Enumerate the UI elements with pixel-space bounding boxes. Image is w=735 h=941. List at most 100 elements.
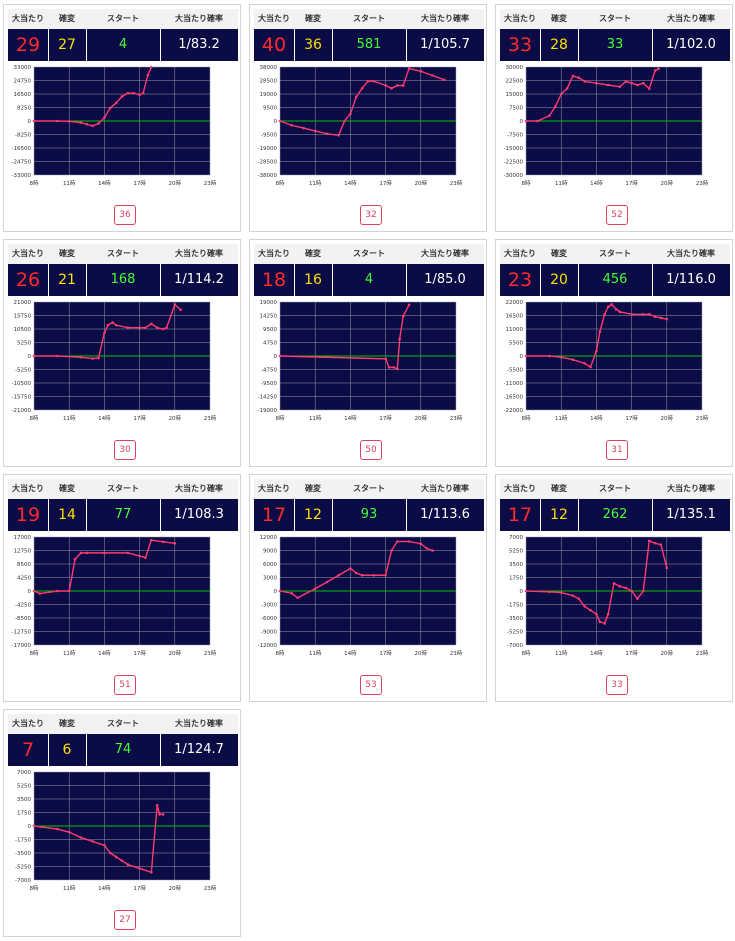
machine-card: 大当たり 確変 スタート 大当たり確率 17 12 93 1/113.6 12000 9000 60… xyxy=(249,474,487,702)
column-divider xyxy=(160,499,161,531)
y-tick-label: 7000 xyxy=(17,770,31,776)
y-tick-label: -9500 xyxy=(261,133,277,139)
y-tick-label: 19000 xyxy=(260,92,278,98)
column-divider xyxy=(540,264,541,296)
value-prob: 1/135.1 xyxy=(666,507,716,522)
data-point xyxy=(144,326,147,330)
data-point xyxy=(630,589,633,593)
data-point xyxy=(290,591,294,595)
column-divider xyxy=(294,264,295,296)
value-start: 93 xyxy=(360,507,378,522)
header-label-start: スタート xyxy=(107,249,139,258)
data-point xyxy=(571,358,575,361)
stats-header: 大当たり 確変 スタート 大当たり確率 xyxy=(8,479,238,500)
x-tick-label: 14時 xyxy=(98,179,111,187)
machine-number-link[interactable]: 27 xyxy=(114,910,136,930)
machine-number-link[interactable]: 32 xyxy=(360,205,382,225)
machine-number-link[interactable]: 53 xyxy=(360,675,382,695)
header-label-start: スタート xyxy=(107,14,139,23)
column-divider xyxy=(540,499,541,531)
machine-card: 大当たり 確変 スタート 大当たり確率 17 12 262 1/135.1 7000 5250 35… xyxy=(495,474,733,702)
data-point xyxy=(138,93,141,97)
machine-number-link[interactable]: 50 xyxy=(360,440,382,460)
y-tick-label: -7500 xyxy=(507,133,523,139)
x-tick-label: 14時 xyxy=(344,179,357,187)
value-prob: 1/124.7 xyxy=(174,742,224,757)
y-tick-label: -5250 xyxy=(15,865,31,871)
data-point xyxy=(554,105,557,108)
data-point xyxy=(106,323,110,327)
machine-number-link[interactable]: 33 xyxy=(606,675,628,695)
y-tick-label: 21000 xyxy=(14,300,32,306)
value-big-hits: 33 xyxy=(507,34,533,56)
data-point xyxy=(548,354,551,358)
data-point xyxy=(431,549,434,552)
data-point xyxy=(559,355,563,359)
data-point xyxy=(360,87,364,90)
value-start: 262 xyxy=(602,507,628,522)
y-tick-label: -38000 xyxy=(258,173,278,179)
data-point xyxy=(577,597,581,601)
data-point xyxy=(524,354,528,358)
data-point xyxy=(290,123,294,127)
data-point xyxy=(141,91,145,95)
header-label-big: 大当たり xyxy=(504,249,536,258)
data-point xyxy=(158,813,161,816)
data-point xyxy=(407,303,411,307)
value-kakuhen: 27 xyxy=(58,37,76,53)
data-point xyxy=(618,85,622,89)
value-prob: 1/102.0 xyxy=(666,37,716,52)
machine-number-link[interactable]: 52 xyxy=(606,205,628,225)
stats-header: 大当たり 確変 スタート 大当たり確率 xyxy=(254,479,484,500)
data-point xyxy=(67,120,71,123)
data-point xyxy=(642,312,645,316)
x-tick-label: 8時 xyxy=(30,179,39,187)
data-point xyxy=(56,354,59,358)
x-tick-label: 23時 xyxy=(450,649,463,657)
value-kakuhen: 6 xyxy=(62,742,72,758)
series-line xyxy=(279,67,445,136)
stats-values: 18 16 4 1/85.0 xyxy=(254,264,484,296)
value-big-hits: 7 xyxy=(21,739,35,761)
y-tick-label: 28500 xyxy=(260,79,278,85)
data-point xyxy=(91,840,94,843)
data-point xyxy=(155,326,159,330)
machine-number-link[interactable]: 30 xyxy=(114,440,136,460)
data-point xyxy=(595,81,598,85)
stats-values: 19 14 77 1/108.3 xyxy=(8,499,238,531)
column-divider xyxy=(578,29,579,61)
column-divider xyxy=(332,29,333,61)
x-tick-label: 20時 xyxy=(415,649,428,657)
header-label-kakuhen: 確変 xyxy=(305,249,321,258)
data-point xyxy=(396,540,399,543)
data-point xyxy=(85,551,89,555)
header-label-big: 大当たり xyxy=(504,484,536,493)
data-point xyxy=(56,827,59,831)
value-prob: 1/105.7 xyxy=(420,37,470,52)
x-tick-label: 17時 xyxy=(133,179,146,187)
y-tick-label: 10500 xyxy=(14,327,32,333)
y-tick-label: 7000 xyxy=(509,535,523,541)
data-point xyxy=(431,74,434,77)
x-tick-label: 20時 xyxy=(661,649,674,657)
machine-number-link[interactable]: 36 xyxy=(114,205,136,225)
data-point xyxy=(126,863,130,866)
column-divider xyxy=(578,499,579,531)
machine-number-link[interactable]: 51 xyxy=(114,675,136,695)
data-point xyxy=(150,538,153,542)
column-divider xyxy=(86,264,87,296)
data-point xyxy=(372,573,376,577)
machine-card: 大当たり 確変 スタート 大当たり確率 23 20 456 1/116.0 22000 16500… xyxy=(495,239,733,467)
data-point xyxy=(56,119,59,123)
machine-number-link[interactable]: 31 xyxy=(606,440,628,460)
data-point xyxy=(85,122,89,126)
value-start: 77 xyxy=(114,507,132,522)
x-tick-label: 17時 xyxy=(625,179,638,187)
data-point xyxy=(603,622,606,625)
data-point xyxy=(536,119,540,123)
x-tick-label: 20時 xyxy=(169,414,182,422)
machine-card: 大当たり 確変 スタート 大当たり確率 26 21 168 1/114.2 21000 15750… xyxy=(3,239,241,467)
header-label-start: スタート xyxy=(353,249,385,258)
y-tick-label: -19000 xyxy=(258,146,278,152)
data-point xyxy=(161,327,165,331)
